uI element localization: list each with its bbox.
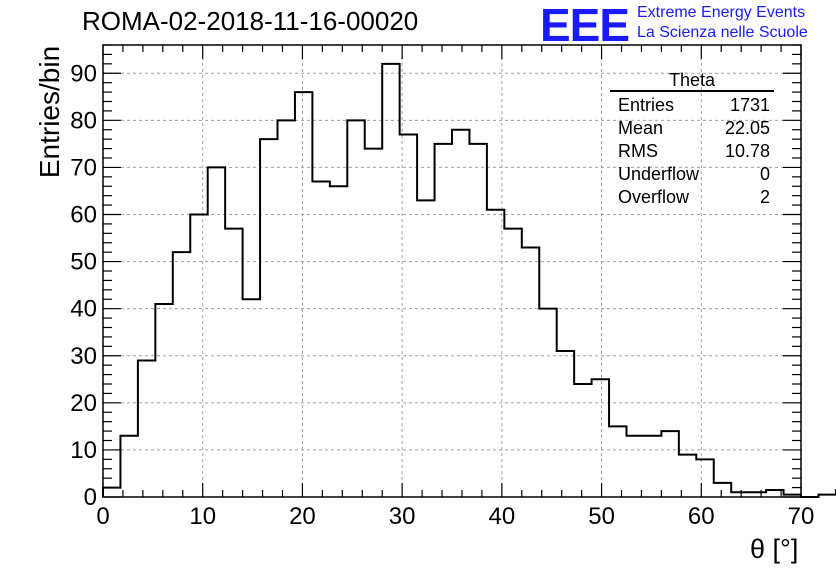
stats-row-rms: RMS 10.78 — [610, 140, 774, 163]
stats-label: Mean — [618, 118, 664, 138]
stats-value: 0 — [759, 164, 770, 184]
stats-box: Theta Entries 1731 Mean 22.05 RMS 10.78 … — [610, 70, 774, 209]
stats-row-overflow: Overflow 2 — [610, 186, 774, 209]
x-tick-label: 70 — [788, 503, 815, 530]
stats-row-underflow: Underflow 0 — [610, 163, 774, 186]
stats-label: Underflow — [618, 164, 700, 184]
y-tick-label: 40 — [70, 296, 97, 323]
stats-value: 1731 — [729, 95, 770, 115]
stats-divider — [610, 90, 774, 92]
logo-line-2: La Scienza nelle Scuole — [637, 24, 808, 41]
x-tick-label: 60 — [688, 503, 715, 530]
stats-row-entries: Entries 1731 — [610, 94, 774, 117]
y-tick-label: 70 — [70, 154, 97, 181]
stats-label: RMS — [618, 141, 658, 161]
eee-logo: EEE — [540, 0, 630, 51]
stats-value: 2 — [759, 187, 770, 207]
y-tick-label: 60 — [70, 202, 97, 229]
axis-ticks — [102, 44, 802, 498]
y-tick-label: 90 — [70, 60, 97, 87]
stats-label: Overflow — [618, 187, 690, 207]
stats-title: Theta — [668, 70, 716, 90]
y-tick-label: 30 — [70, 343, 97, 370]
x-tick-label: 30 — [389, 503, 416, 530]
y-tick-label: 10 — [70, 437, 97, 464]
y-tick-label: 50 — [70, 249, 97, 276]
x-tick-label: 50 — [588, 503, 615, 530]
histogram-series — [102, 62, 836, 498]
x-tick-label: 0 — [96, 503, 109, 530]
y-axis-label: Entries/bin — [34, 45, 65, 179]
y-tick-label: 20 — [70, 390, 97, 417]
logo-line-1: Extreme Energy Events — [637, 4, 806, 21]
chart-title: ROMA-02-2018-11-16-00020 — [82, 6, 419, 36]
stats-label: Entries — [618, 95, 675, 115]
x-tick-label: 40 — [489, 503, 516, 530]
y-tick-label: 0 — [84, 484, 97, 511]
x-axis-label: θ [°] — [750, 534, 799, 564]
x-tick-label: 10 — [189, 503, 216, 530]
stats-value: 10.78 — [724, 141, 770, 161]
stats-value: 22.05 — [724, 118, 770, 138]
stats-row-mean: Mean 22.05 — [610, 117, 774, 140]
x-tick-label: 20 — [289, 503, 316, 530]
y-tick-label: 80 — [70, 107, 97, 134]
